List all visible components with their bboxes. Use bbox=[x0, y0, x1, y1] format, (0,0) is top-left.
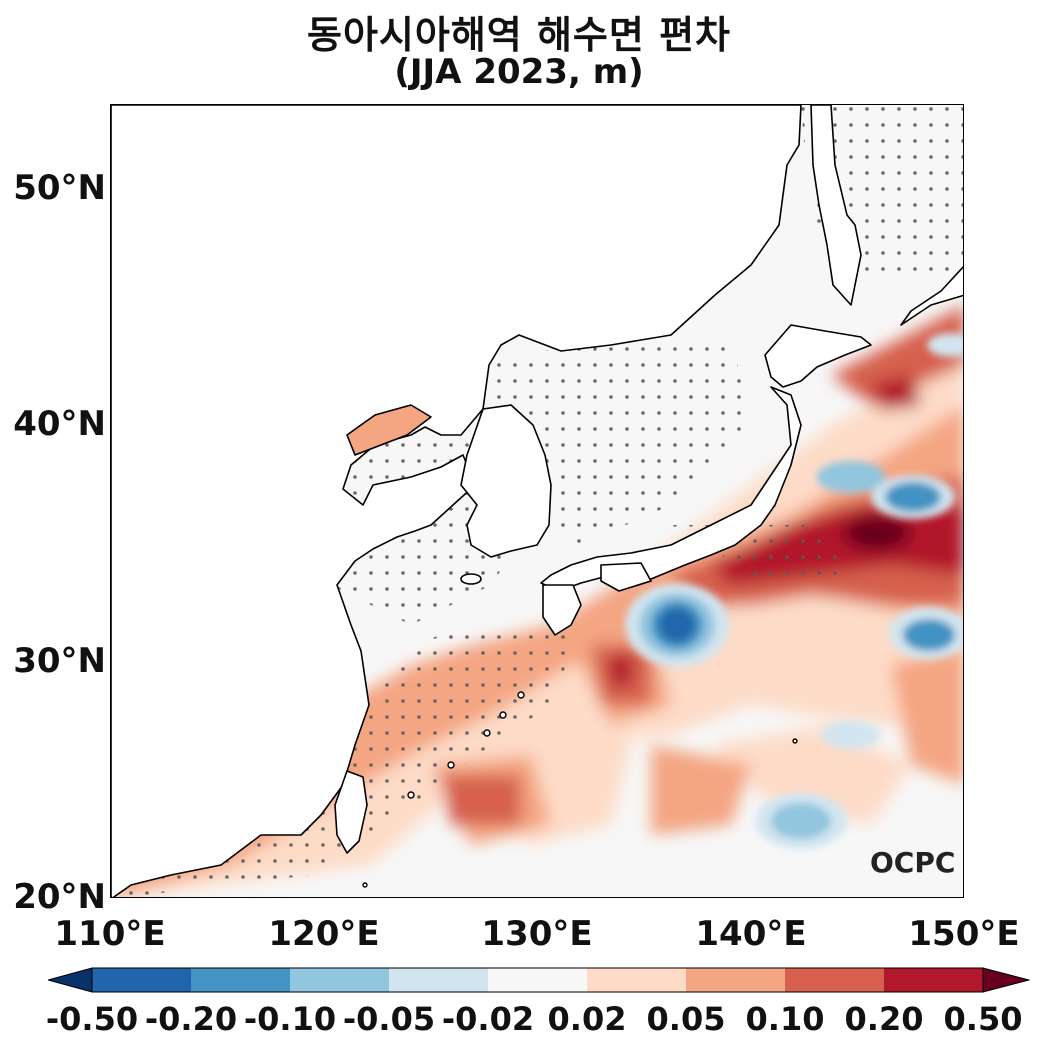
colorbar-label: 0.50 bbox=[944, 1000, 1023, 1038]
colorbar-segment bbox=[389, 968, 488, 992]
colorbar-segment bbox=[587, 968, 686, 992]
anomaly-very-strong-positive bbox=[609, 652, 633, 688]
eddy-negative-medium bbox=[903, 619, 955, 651]
ryukyu-island bbox=[518, 692, 524, 698]
colorbar-label: 0.02 bbox=[548, 1000, 627, 1038]
colorbar bbox=[48, 967, 1030, 993]
colorbar-label: 0.10 bbox=[746, 1000, 825, 1038]
lat-label-50n: 50°N bbox=[13, 168, 106, 208]
lat-label-30n: 30°N bbox=[13, 641, 106, 681]
anomaly-strong-positive bbox=[441, 775, 521, 825]
sea-level-anomaly-map bbox=[110, 104, 964, 898]
colorbar-label: -0.20 bbox=[145, 1000, 237, 1038]
lon-label-140e: 140°E bbox=[695, 914, 806, 954]
colorbar-label: 0.05 bbox=[647, 1000, 726, 1038]
ryukyu-island bbox=[363, 883, 367, 887]
ryukyu-island bbox=[500, 712, 506, 718]
lon-label-150e: 150°E bbox=[908, 914, 1019, 954]
colorbar-label: -0.02 bbox=[442, 1000, 534, 1038]
colorbar-extend-max bbox=[983, 968, 1029, 992]
anomaly-extreme-positive bbox=[843, 515, 911, 551]
colorbar-segment bbox=[686, 968, 785, 992]
ryukyu-island bbox=[448, 762, 454, 768]
map-subtitle: (JJA 2023, m) bbox=[0, 52, 1038, 92]
colorbar-label: -0.10 bbox=[244, 1000, 336, 1038]
eddy-negative-light bbox=[821, 721, 881, 749]
map-canvas bbox=[111, 105, 964, 898]
colorbar-segment bbox=[785, 968, 884, 992]
colorbar-label: 0.20 bbox=[845, 1000, 924, 1038]
colorbar-segment bbox=[488, 968, 587, 992]
ryukyu-island bbox=[408, 792, 414, 798]
lat-label-40n: 40°N bbox=[13, 404, 106, 444]
map-title: 동아시아해역 해수면 편차 bbox=[0, 4, 1038, 59]
eddy-negative-medium bbox=[771, 803, 831, 839]
colorbar-label: -0.50 bbox=[46, 1000, 138, 1038]
colorbar-label: -0.05 bbox=[343, 1000, 435, 1038]
jeju-island bbox=[461, 574, 481, 584]
lat-label-20n: 20°N bbox=[13, 877, 106, 917]
colorbar-segment bbox=[884, 968, 983, 992]
izu-island bbox=[793, 739, 797, 743]
eddy-negative-medium bbox=[885, 482, 941, 512]
colorbar-segment bbox=[92, 968, 191, 992]
lon-label-120e: 120°E bbox=[268, 914, 379, 954]
colorbar-segment bbox=[290, 968, 389, 992]
ocpc-watermark: OCPC bbox=[870, 846, 955, 879]
colorbar-segment bbox=[191, 968, 290, 992]
ryukyu-island bbox=[484, 730, 490, 736]
lon-label-130e: 130°E bbox=[481, 914, 592, 954]
colorbar-extend-min bbox=[48, 968, 92, 992]
lon-label-110e: 110°E bbox=[54, 914, 165, 954]
eddy-negative-light bbox=[817, 461, 885, 493]
eddy-negative-core bbox=[659, 608, 695, 642]
